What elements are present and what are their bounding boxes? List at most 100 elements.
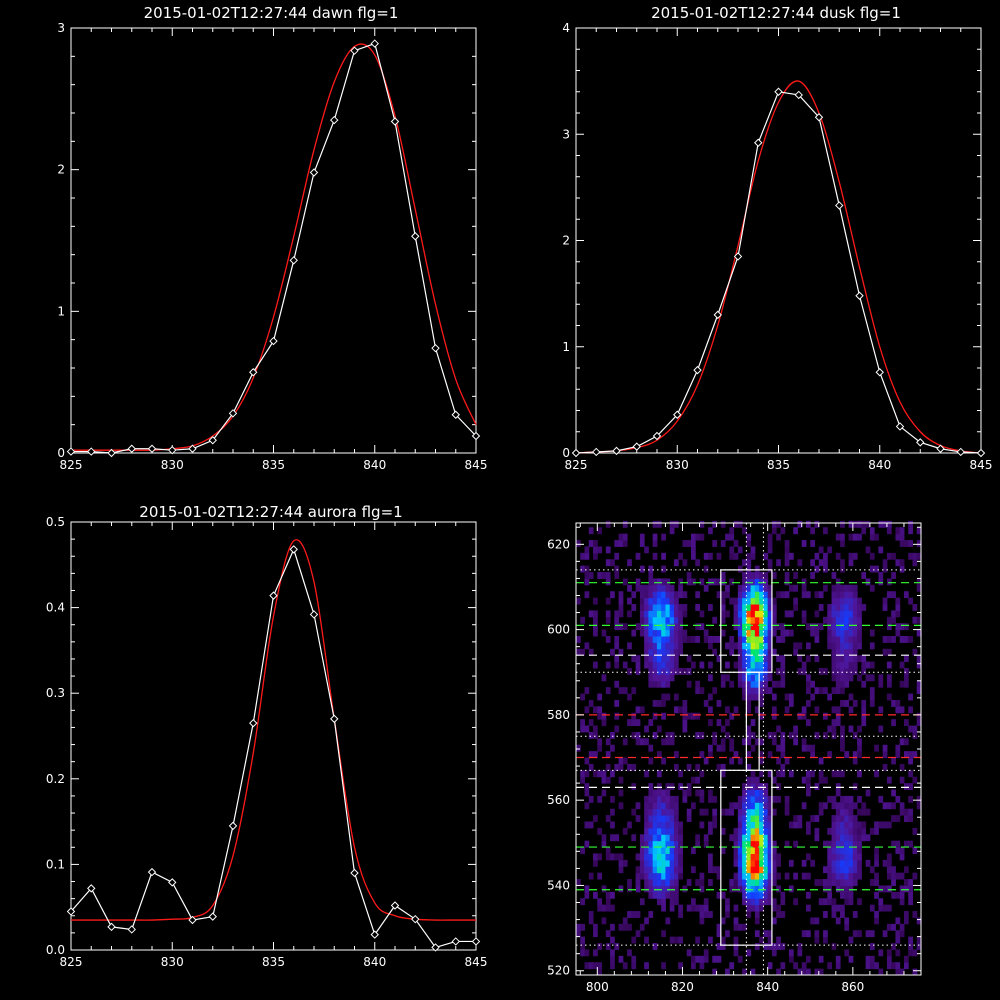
heatmap-cell bbox=[759, 770, 764, 778]
heatmap-cell bbox=[699, 955, 705, 963]
heatmap-cell bbox=[835, 770, 841, 778]
heatmap-cell bbox=[754, 687, 760, 695]
heatmap-cell bbox=[665, 578, 671, 586]
heatmap-cell bbox=[823, 559, 828, 567]
heatmap-cell bbox=[823, 802, 828, 810]
heatmap-cell bbox=[678, 578, 683, 586]
heatmap-cell bbox=[844, 802, 850, 810]
heatmap-cell bbox=[699, 578, 705, 586]
heatmap-cell bbox=[699, 911, 705, 918]
heatmap-cell bbox=[916, 552, 922, 560]
heatmap-cell bbox=[827, 610, 833, 618]
heatmap-cell bbox=[776, 904, 781, 912]
heatmap-cell bbox=[750, 552, 756, 560]
heatmap-cell bbox=[652, 827, 658, 835]
dawn-data-point bbox=[330, 115, 339, 125]
heatmap-cell bbox=[878, 572, 884, 579]
image-xtick-label: 800 bbox=[586, 980, 609, 994]
heatmap-cell bbox=[622, 827, 628, 835]
heatmap-cell bbox=[891, 591, 896, 599]
heatmap-cell bbox=[899, 533, 905, 541]
heatmap-cell bbox=[848, 520, 854, 528]
heatmap-cell bbox=[780, 680, 786, 688]
heatmap-cell bbox=[669, 898, 675, 906]
heatmap-cell bbox=[818, 802, 824, 810]
heatmap-cell bbox=[848, 898, 854, 906]
heatmap-cell bbox=[737, 955, 743, 963]
heatmap-cell bbox=[865, 578, 871, 586]
heatmap-cell bbox=[576, 744, 581, 752]
heatmap-cell bbox=[852, 751, 858, 759]
heatmap-cell bbox=[823, 776, 828, 784]
heatmap-cell bbox=[635, 872, 641, 880]
heatmap-cell bbox=[648, 674, 654, 682]
heatmap-cell bbox=[686, 763, 692, 771]
heatmap-cell bbox=[635, 667, 641, 675]
heatmap-cell bbox=[605, 904, 611, 912]
heatmap-cell bbox=[916, 712, 922, 720]
heatmap-cell bbox=[691, 847, 696, 854]
dawn-data-point bbox=[411, 232, 420, 241]
heatmap-cell bbox=[737, 610, 743, 618]
heatmap-cell bbox=[771, 808, 777, 816]
heatmap-cell bbox=[750, 853, 756, 861]
heatmap-cell bbox=[908, 840, 913, 848]
heatmap-cell bbox=[831, 815, 837, 822]
heatmap-cell bbox=[610, 936, 615, 944]
heatmap-cell bbox=[584, 962, 590, 970]
heatmap-cell bbox=[895, 604, 901, 611]
heatmap-cell bbox=[644, 597, 649, 605]
heatmap-cell bbox=[669, 866, 675, 874]
heatmap-cell bbox=[665, 834, 671, 842]
heatmap-cell bbox=[716, 930, 722, 938]
dawn-ytick-label: 0 bbox=[57, 446, 65, 460]
heatmap-cell bbox=[831, 667, 837, 675]
heatmap-cell bbox=[763, 840, 769, 848]
heatmap-cell bbox=[878, 949, 884, 957]
heatmap-cell bbox=[806, 776, 811, 784]
heatmap-cell bbox=[831, 706, 837, 714]
heatmap-cell bbox=[780, 891, 786, 899]
heatmap-cell bbox=[639, 853, 645, 861]
heatmap-cell bbox=[759, 866, 764, 874]
heatmap-cell bbox=[720, 738, 726, 746]
heatmap-cell bbox=[767, 898, 773, 906]
heatmap-cell bbox=[576, 879, 581, 886]
heatmap-cell bbox=[844, 661, 850, 669]
heatmap-cell bbox=[746, 879, 752, 886]
heatmap-cell bbox=[878, 904, 884, 912]
heatmap-cell bbox=[759, 872, 764, 880]
heatmap-cell bbox=[857, 751, 862, 759]
heatmap-cell bbox=[831, 642, 837, 650]
heatmap-cell bbox=[699, 610, 705, 618]
heatmap-cell bbox=[737, 648, 743, 656]
heatmap-cell bbox=[610, 923, 615, 931]
heatmap-cell bbox=[891, 866, 896, 874]
heatmap-cell bbox=[618, 789, 624, 797]
heatmap-cell bbox=[869, 527, 875, 535]
heatmap-cell bbox=[652, 840, 658, 848]
heatmap-cell bbox=[737, 546, 743, 554]
heatmap-cell bbox=[750, 616, 756, 624]
heatmap-cell bbox=[661, 712, 666, 720]
heatmap-cell bbox=[691, 533, 696, 541]
heatmap-cell bbox=[750, 693, 756, 701]
heatmap-cell bbox=[886, 636, 892, 643]
heatmap-cell bbox=[584, 821, 590, 829]
heatmap-cell bbox=[588, 610, 594, 618]
heatmap-cell bbox=[639, 540, 645, 547]
heatmap-cell bbox=[742, 572, 747, 579]
heatmap-cell bbox=[908, 757, 913, 765]
heatmap-cell bbox=[584, 949, 590, 957]
heatmap-cell bbox=[818, 898, 824, 906]
image-xtick-label: 820 bbox=[671, 980, 694, 994]
heatmap-cell bbox=[593, 815, 598, 822]
heatmap-cell bbox=[665, 866, 671, 874]
heatmap-cell bbox=[818, 604, 824, 611]
heatmap-cell bbox=[801, 930, 807, 938]
heatmap-cell bbox=[827, 751, 833, 759]
heatmap-cell bbox=[903, 808, 909, 816]
heatmap-cell bbox=[678, 834, 683, 842]
heatmap-cell bbox=[869, 642, 875, 650]
heatmap-cell bbox=[840, 674, 845, 682]
